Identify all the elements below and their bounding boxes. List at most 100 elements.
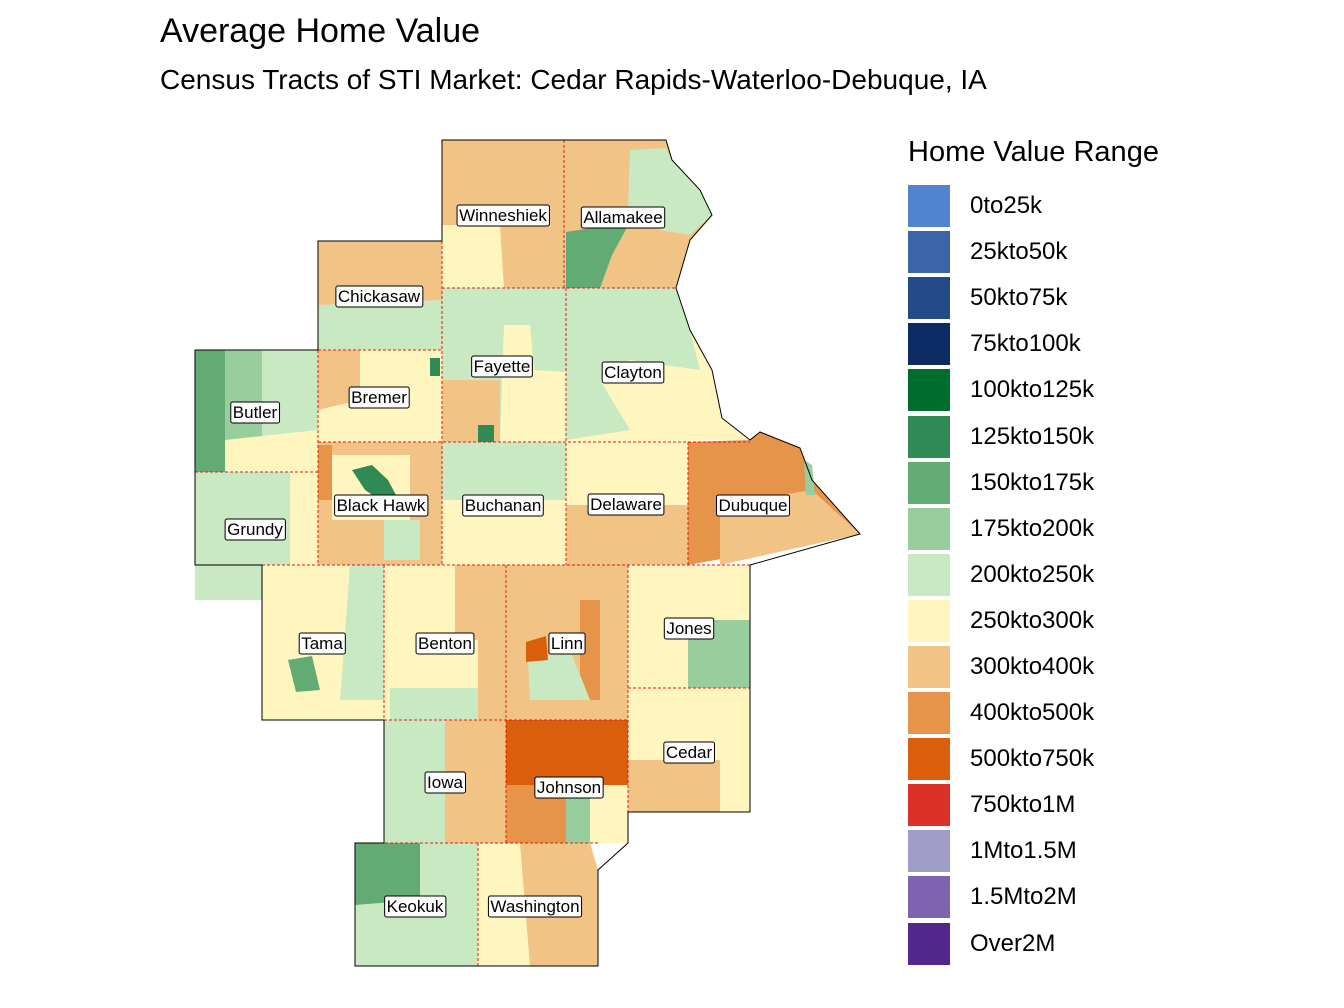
legend-label: 25kto50k bbox=[970, 238, 1068, 266]
county-label-jones: Jones bbox=[663, 617, 715, 640]
legend-label: 400kto500k bbox=[970, 699, 1095, 727]
map-title: Average Home Value bbox=[160, 12, 481, 50]
county-labels: Winneshiek Allamakee Chickasaw Fayette Clayt… bbox=[224, 204, 791, 918]
county-label-box bbox=[587, 493, 665, 516]
legend-item: 125kto150k bbox=[908, 413, 1328, 459]
county-label-text: Cedar bbox=[666, 743, 713, 762]
county-label-allamakee: Allamakee bbox=[580, 206, 666, 229]
county-label-cedar: Cedar bbox=[663, 741, 715, 764]
tract-allamakee-green bbox=[566, 222, 630, 288]
county-label-box bbox=[456, 204, 550, 227]
county-label-fayette: Fayette bbox=[471, 355, 533, 378]
tract-linn-city bbox=[528, 650, 590, 700]
legend-item: 300kto400k bbox=[908, 644, 1328, 690]
legend-item: 100kto125k bbox=[908, 367, 1328, 413]
county-label-chickasaw: Chickasaw bbox=[335, 285, 424, 308]
county-label-box bbox=[230, 401, 281, 424]
legend-label: 100kto125k bbox=[970, 376, 1095, 404]
county-label-grundy: Grundy bbox=[224, 518, 286, 541]
tract-linn-dark bbox=[580, 600, 600, 700]
county-label-text: Tama bbox=[301, 634, 343, 653]
legend-swatch bbox=[908, 738, 950, 781]
legend-items: 0to25k 25kto50k 50kto75k 75kto100k 100kto125… bbox=[908, 183, 1328, 967]
county-label-johnson: Johnson bbox=[534, 776, 604, 799]
legend-swatch bbox=[908, 507, 950, 550]
legend-label: 150kto175k bbox=[970, 468, 1095, 496]
legend-title: Home Value Range bbox=[908, 136, 1159, 168]
tract-iowa-orange bbox=[445, 720, 506, 843]
legend-swatch bbox=[908, 185, 950, 228]
tract-blackhawk-green bbox=[384, 520, 420, 560]
legend-label: 200kto250k bbox=[970, 560, 1095, 588]
county-label-dubuque: Dubuque bbox=[715, 494, 791, 517]
legend-swatch bbox=[908, 323, 950, 366]
legend-label: 50kto75k bbox=[970, 284, 1068, 312]
choropleth-map: Winneshiek Allamakee Chickasaw Fayette Clayt… bbox=[194, 139, 861, 967]
county-label-box bbox=[384, 895, 447, 918]
county-label-text: Grundy bbox=[227, 520, 283, 539]
tract-johnson-yellow bbox=[590, 785, 628, 843]
legend-swatch bbox=[908, 784, 950, 827]
tract-dubuque-green bbox=[804, 460, 815, 495]
legend-swatch bbox=[908, 692, 950, 735]
legend-item: Over2M bbox=[908, 921, 1328, 967]
legend-swatch bbox=[908, 231, 950, 274]
county-label-text: Delaware bbox=[590, 495, 662, 514]
legend-label: 500kto750k bbox=[970, 745, 1095, 773]
map-subtitle: Census Tracts of STI Market: Cedar Rapid… bbox=[160, 64, 987, 95]
county-label-box bbox=[462, 494, 544, 517]
legend-swatch bbox=[908, 277, 950, 320]
county-label-text: Jones bbox=[666, 619, 711, 638]
county-label-clayton: Clayton bbox=[601, 361, 665, 384]
tract-johnson-top bbox=[506, 720, 628, 785]
legend-item: 175kto200k bbox=[908, 506, 1328, 552]
legend-item: 250kto300k bbox=[908, 598, 1328, 644]
county-label-benton: Benton bbox=[415, 632, 475, 655]
tract-clayton-green2 bbox=[566, 380, 630, 440]
legend-label: 750kto1M bbox=[970, 791, 1076, 819]
legend-item: 0to25k bbox=[908, 183, 1328, 229]
county-label-box bbox=[580, 206, 666, 229]
county-label-box bbox=[487, 895, 583, 918]
legend-swatch bbox=[908, 461, 950, 504]
legend-item: 75kto100k bbox=[908, 321, 1328, 367]
county-label-text: Johnson bbox=[537, 778, 601, 797]
county-label-box bbox=[415, 632, 475, 655]
legend-swatch bbox=[908, 830, 950, 873]
tract-grundy-yellow bbox=[290, 472, 318, 565]
legend-label: 75kto100k bbox=[970, 330, 1081, 358]
county-label-text: Allamakee bbox=[583, 208, 662, 227]
county-label-box bbox=[534, 776, 604, 799]
county-label-delaware: Delaware bbox=[587, 493, 665, 516]
county-label-text: Clayton bbox=[604, 363, 662, 382]
county-label-text: Iowa bbox=[427, 773, 463, 792]
county-label-keokuk: Keokuk bbox=[384, 895, 447, 918]
county-label-box bbox=[601, 361, 665, 384]
tract-clayton-green bbox=[566, 288, 700, 380]
legend-swatch bbox=[908, 369, 950, 412]
legend-item: 750kto1M bbox=[908, 782, 1328, 828]
tract-buchanan-green bbox=[442, 442, 566, 500]
legend-swatch bbox=[908, 415, 950, 458]
tract-tama-city bbox=[288, 656, 320, 692]
legend: Home Value Range 0to25k 25kto50k 50kto75k 7… bbox=[908, 136, 1328, 967]
county-label-box bbox=[348, 386, 410, 409]
county-label-text: Butler bbox=[233, 403, 278, 422]
county-label-text: Winneshiek bbox=[459, 206, 547, 225]
county-label-text: Keokuk bbox=[387, 897, 444, 916]
legend-item: 50kto75k bbox=[908, 275, 1328, 321]
county-label-box bbox=[334, 494, 429, 517]
legend-swatch bbox=[908, 645, 950, 688]
tract-fayette-yellow bbox=[500, 325, 566, 442]
legend-label: Over2M bbox=[970, 929, 1056, 957]
legend-label: 300kto400k bbox=[970, 652, 1095, 680]
county-label-box bbox=[471, 355, 533, 378]
tract-blackhawk-city bbox=[352, 465, 396, 500]
market-outline bbox=[194, 139, 861, 967]
county-label-black-hawk: Black Hawk bbox=[334, 494, 429, 517]
county-label-text: Washington bbox=[490, 897, 579, 916]
county-label-text: Bremer bbox=[351, 388, 407, 407]
tract-fayette-green bbox=[478, 425, 494, 442]
tract-keokuk-green bbox=[355, 843, 420, 905]
legend-item: 200kto250k bbox=[908, 552, 1328, 598]
